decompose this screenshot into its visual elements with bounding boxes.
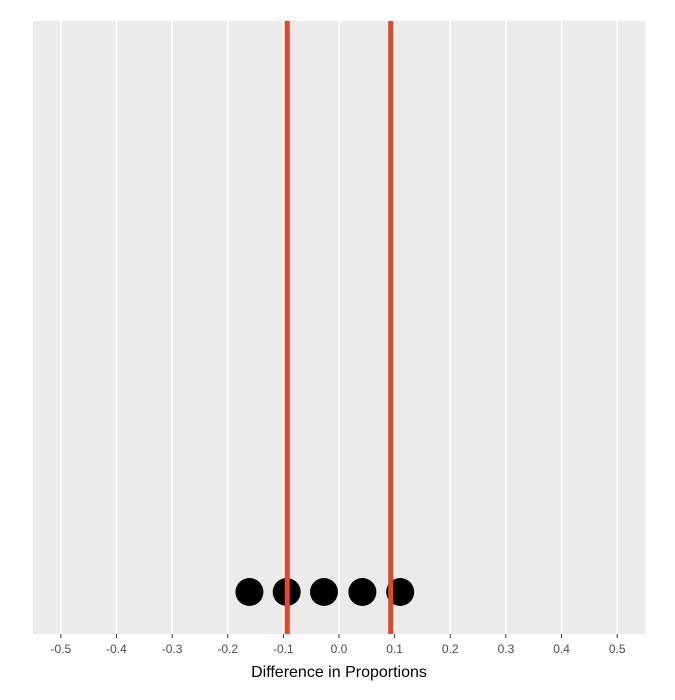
x-tick-label: 0.3	[498, 642, 515, 656]
x-tick-label: -0.1	[273, 642, 294, 656]
x-tick-label: -0.4	[106, 642, 127, 656]
x-tick-label: 0.5	[609, 642, 626, 656]
x-tick-label: -0.3	[162, 642, 183, 656]
x-axis-ticks: -0.5 -0.4 -0.3 -0.2 -0.1 0.0 0.1 0.2 0.3 0.4 0.5	[50, 634, 626, 656]
data-point	[348, 578, 377, 606]
reference-lines	[284, 21, 394, 634]
x-tick-label: -0.2	[217, 642, 238, 656]
x-tick-label: -0.5	[50, 642, 71, 656]
gridlines	[60, 21, 618, 634]
x-tick-label: 0.2	[442, 642, 459, 656]
x-axis-title: Difference in Proportions	[251, 664, 427, 681]
x-tick-label: 0.0	[331, 642, 348, 656]
x-tick-label: 0.1	[386, 642, 403, 656]
data-point	[309, 578, 338, 606]
x-tick-label: 0.4	[553, 642, 570, 656]
data-point	[235, 578, 264, 606]
